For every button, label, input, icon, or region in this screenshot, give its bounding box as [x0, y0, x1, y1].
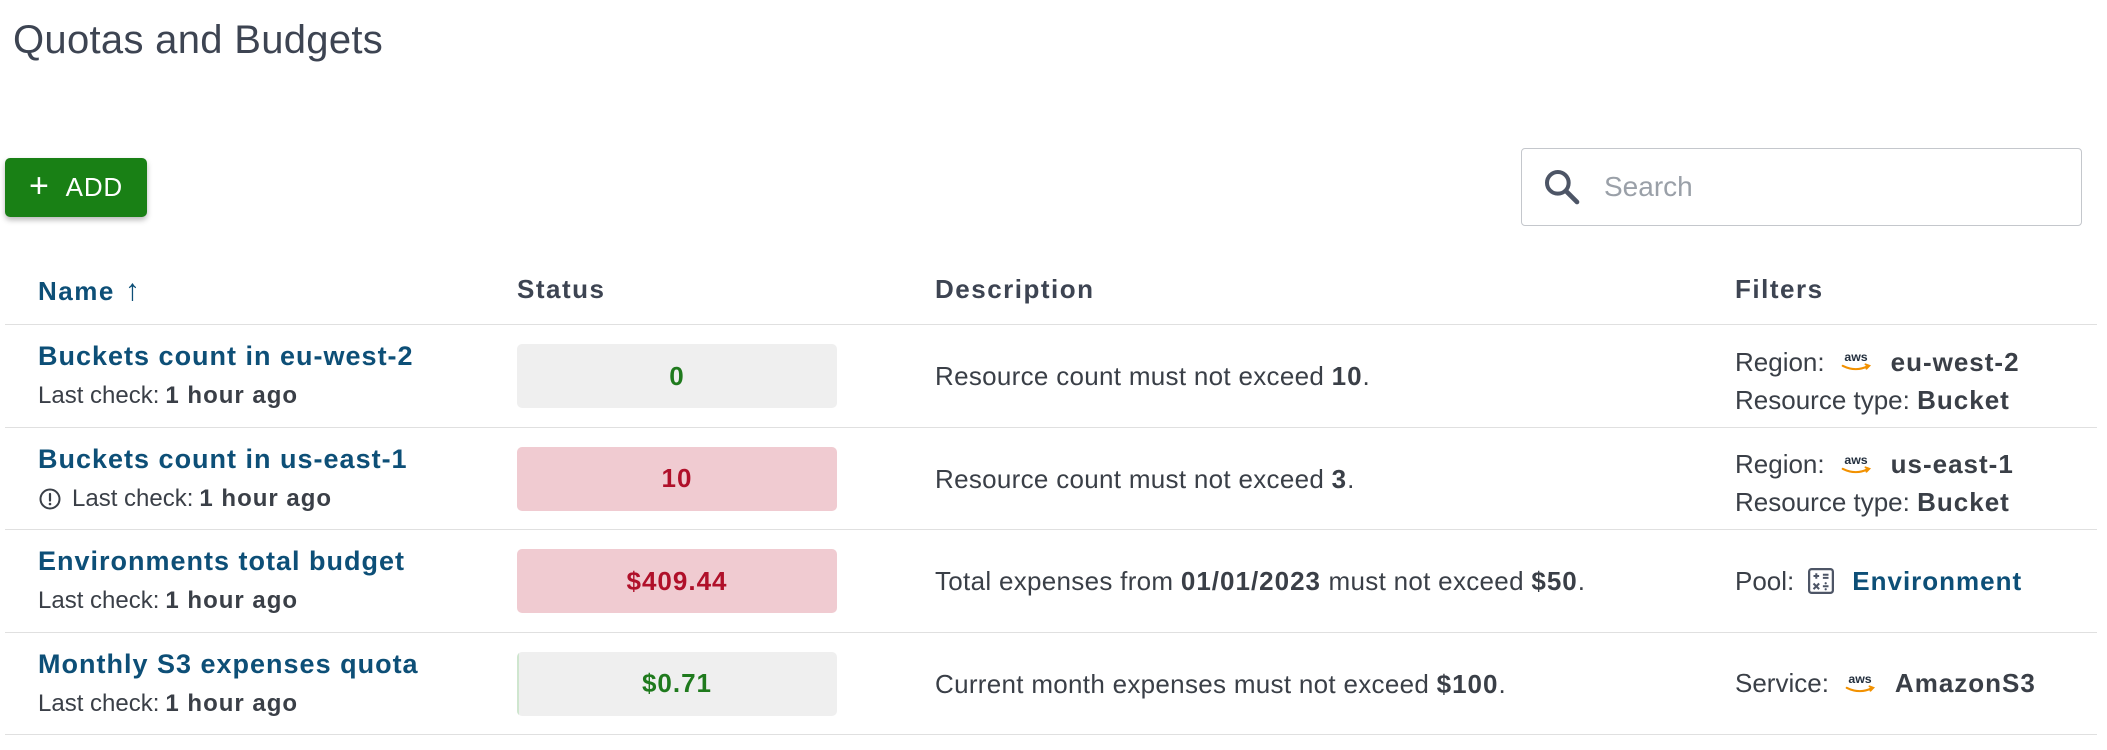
status-badge: 0: [517, 344, 837, 408]
quota-name-link[interactable]: Buckets count in us-east-1: [38, 443, 408, 474]
page-title: Quotas and Budgets: [13, 18, 384, 62]
description-end: .: [1362, 361, 1371, 391]
quota-name-link[interactable]: Monthly S3 expenses quota: [38, 648, 419, 679]
filter-label: Service:: [1735, 668, 1829, 698]
table-row: Environments total budget Last check: 1 …: [5, 530, 2097, 633]
column-header-description: Description: [935, 274, 1095, 304]
description-limit: $100: [1436, 668, 1499, 699]
filter-region: Region: aws us-east-1: [1735, 446, 2014, 484]
column-header-name[interactable]: Name ↑: [38, 274, 141, 308]
filter-value: us-east-1: [1890, 449, 2014, 479]
status-value: 10: [661, 463, 693, 493]
quota-name-cell: Buckets count in us-east-1 Last check: 1…: [38, 444, 408, 513]
filter-pool: Pool: Environment: [1735, 562, 2022, 600]
add-button[interactable]: + ADD: [5, 158, 147, 217]
last-check-label: Last check:: [38, 382, 160, 409]
status-value: $0.71: [641, 668, 713, 698]
description-limit: 10: [1331, 361, 1363, 391]
add-button-label: ADD: [65, 172, 123, 202]
description: Resource count must not exceed 10.: [935, 361, 1370, 392]
filter-label: Region:: [1735, 449, 1825, 479]
description-end: .: [1347, 463, 1355, 494]
sort-ascending-icon: ↑: [124, 274, 142, 307]
pool-link[interactable]: Environment: [1852, 565, 2023, 596]
pool-icon: [1808, 568, 1835, 594]
filter-value: AmazonS3: [1894, 668, 2036, 698]
search-box[interactable]: [1521, 148, 2082, 226]
quota-name-cell: Buckets count in eu-west-2 Last check: 1…: [38, 341, 414, 410]
svg-text:aws: aws: [1844, 350, 1867, 364]
quota-name-cell: Environments total budget Last check: 1 …: [38, 546, 405, 615]
filter-label: Pool:: [1735, 565, 1795, 596]
description: Resource count must not exceed 3.: [935, 464, 1355, 495]
aws-icon: aws: [1845, 672, 1875, 692]
description-text: Total expenses from: [935, 566, 1181, 596]
filters-cell: Region: aws eu-west-2 Resource type: Buc…: [1735, 343, 2020, 419]
last-check: Last check: 1 hour ago: [38, 690, 419, 718]
filter-resource-type: Resource type: Bucket: [1735, 381, 2020, 419]
description-end: .: [1498, 668, 1506, 699]
filter-label: Resource type:: [1735, 384, 1910, 415]
filters-cell: Pool: Environment: [1735, 562, 2022, 600]
last-check-label: Last check:: [38, 587, 160, 614]
filter-service: Service: aws AmazonS3: [1735, 665, 2036, 703]
column-header-filters: Filters: [1735, 274, 1824, 304]
table-header: Name ↑ Status Description Filters: [5, 262, 2097, 325]
column-header-status: Status: [517, 274, 606, 304]
filter-value: Bucket: [1917, 487, 2010, 517]
quota-name-link[interactable]: Buckets count in eu-west-2: [38, 341, 414, 371]
filters-cell: Service: aws AmazonS3: [1735, 665, 2036, 703]
description-end: .: [1577, 566, 1586, 596]
status-badge: $409.44: [517, 549, 837, 613]
filter-region: Region: aws eu-west-2: [1735, 343, 2020, 381]
aws-icon: aws: [1841, 350, 1871, 371]
last-check-label: Last check:: [38, 689, 160, 717]
status-value: $409.44: [626, 565, 728, 596]
last-check-value: 1 hour ago: [165, 689, 299, 717]
status-progress: [517, 651, 520, 716]
svg-text:aws: aws: [1848, 672, 1871, 686]
filter-value: eu-west-2: [1890, 346, 2020, 377]
description: Current month expenses must not exceed $…: [935, 669, 1506, 700]
svg-text:aws: aws: [1844, 453, 1867, 467]
description-limit: $50: [1531, 566, 1578, 596]
quotas-table: Name ↑ Status Description Filters Bucket…: [5, 262, 2097, 735]
description-text: Resource count must not exceed: [935, 463, 1332, 494]
status-badge: $0.71: [517, 651, 837, 716]
quota-name-link[interactable]: Environments total budget: [38, 546, 406, 576]
search-icon: [1545, 170, 1580, 205]
table-row: Buckets count in eu-west-2 Last check: 1…: [5, 325, 2097, 428]
last-check-value: 1 hour ago: [165, 587, 299, 614]
column-name-label: Name: [38, 275, 115, 306]
last-check: Last check: 1 hour ago: [38, 382, 414, 410]
filter-value: Bucket: [1917, 384, 2010, 415]
filter-label: Resource type:: [1735, 487, 1910, 517]
description-text: Current month expenses must not exceed: [935, 668, 1437, 699]
description-text: Resource count must not exceed: [935, 361, 1332, 391]
filter-resource-type: Resource type: Bucket: [1735, 484, 2014, 522]
aws-icon: aws: [1841, 453, 1871, 473]
last-check-value: 1 hour ago: [199, 484, 333, 512]
table-row: Buckets count in us-east-1 Last check: 1…: [5, 428, 2097, 530]
filters-cell: Region: aws us-east-1 Resource type: Buc…: [1735, 446, 2014, 522]
last-check-value: 1 hour ago: [165, 382, 299, 409]
search-input[interactable]: [1602, 170, 2066, 204]
last-check: Last check: 1 hour ago: [38, 587, 405, 615]
status-badge: 10: [517, 446, 837, 511]
quota-name-cell: Monthly S3 expenses quota Last check: 1 …: [38, 649, 419, 718]
last-check: Last check: 1 hour ago: [38, 485, 408, 513]
last-check-label: Last check:: [72, 484, 194, 512]
description: Total expenses from 01/01/2023 must not …: [935, 566, 1585, 597]
description-limit: 3: [1331, 463, 1348, 494]
status-value: 0: [669, 360, 685, 391]
table-row: Monthly S3 expenses quota Last check: 1 …: [5, 633, 2097, 735]
description-text: must not exceed: [1321, 566, 1532, 596]
description-date: 01/01/2023: [1180, 566, 1322, 596]
plus-icon: +: [29, 167, 50, 205]
alert-circle-icon: [39, 488, 61, 509]
filter-label: Region:: [1735, 346, 1825, 377]
